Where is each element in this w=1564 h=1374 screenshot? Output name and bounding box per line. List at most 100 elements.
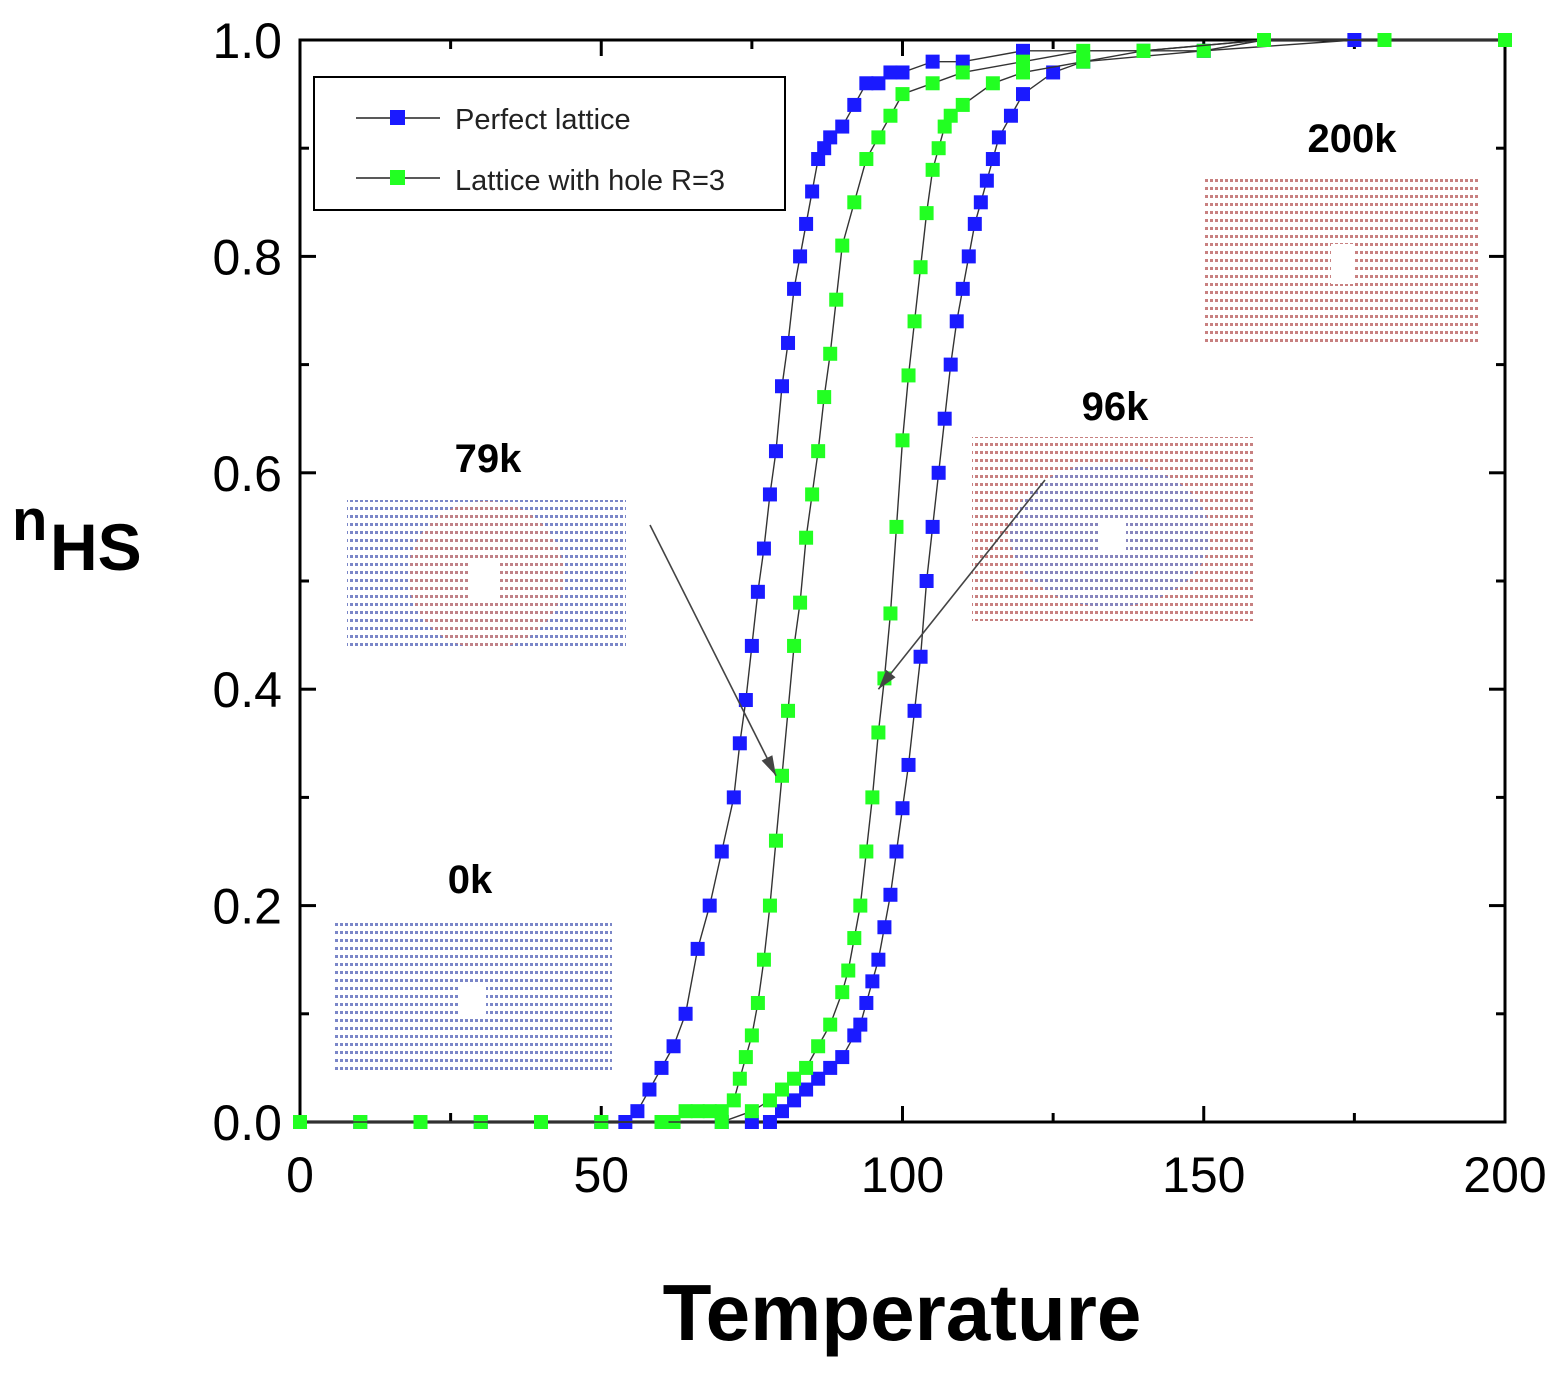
data-point bbox=[919, 206, 934, 221]
inset-0k bbox=[335, 922, 612, 1074]
arrow-head-79k bbox=[761, 755, 776, 776]
arrow-79k bbox=[649, 524, 777, 777]
data-point bbox=[654, 1115, 669, 1129]
inset-label-79k: 79k bbox=[455, 437, 522, 481]
legend-label-hole: Lattice with hole R=3 bbox=[455, 165, 725, 197]
data-point bbox=[847, 195, 862, 210]
data-point bbox=[762, 898, 777, 913]
data-point bbox=[775, 768, 789, 783]
data-point bbox=[985, 76, 1000, 91]
data-point bbox=[883, 606, 898, 621]
data-point bbox=[799, 216, 814, 231]
data-point bbox=[744, 1028, 759, 1043]
data-point bbox=[925, 54, 940, 69]
data-point bbox=[762, 1093, 777, 1108]
data-point bbox=[889, 519, 904, 534]
data-point bbox=[678, 1104, 693, 1119]
data-point bbox=[811, 152, 826, 167]
data-point bbox=[841, 963, 856, 978]
data-point bbox=[859, 844, 874, 859]
data-point bbox=[979, 173, 994, 188]
data-point bbox=[901, 368, 916, 383]
data-point bbox=[895, 65, 910, 80]
data-point bbox=[985, 152, 1000, 167]
data-point bbox=[762, 1115, 777, 1129]
data-point bbox=[744, 1104, 759, 1119]
data-point bbox=[762, 487, 777, 502]
data-point bbox=[913, 260, 928, 275]
data-point bbox=[630, 1104, 645, 1119]
data-point bbox=[823, 346, 838, 361]
data-point bbox=[937, 119, 952, 134]
data-point bbox=[768, 444, 783, 459]
data-point bbox=[943, 108, 958, 123]
data-point bbox=[847, 97, 862, 112]
data-point bbox=[714, 844, 729, 859]
data-point bbox=[738, 693, 753, 708]
data-point bbox=[835, 119, 850, 134]
data-point bbox=[883, 108, 898, 123]
data-point bbox=[799, 530, 814, 545]
legend-label-perfect: Perfect lattice bbox=[455, 104, 631, 136]
data-point bbox=[781, 703, 796, 718]
inset-200k bbox=[1203, 177, 1479, 345]
data-point bbox=[1003, 108, 1018, 123]
data-point bbox=[799, 1060, 814, 1075]
data-point bbox=[732, 1071, 747, 1086]
data-point bbox=[750, 584, 765, 599]
y-tick-label: 0.4 bbox=[212, 662, 282, 718]
data-point bbox=[787, 1071, 802, 1086]
data-point bbox=[775, 1082, 789, 1097]
data-point bbox=[925, 519, 940, 534]
data-point bbox=[955, 97, 970, 112]
data-point bbox=[787, 638, 802, 653]
data-point bbox=[534, 1115, 548, 1129]
data-point bbox=[895, 433, 910, 448]
legend-box bbox=[313, 76, 786, 211]
data-point bbox=[726, 790, 741, 805]
data-point bbox=[925, 162, 940, 177]
y-tick-label: 0.6 bbox=[212, 446, 282, 502]
data-point bbox=[859, 995, 874, 1010]
data-point bbox=[913, 649, 928, 664]
legend-entry-hole: Lattice with hole R=3 bbox=[356, 165, 725, 197]
data-point bbox=[714, 1115, 729, 1129]
data-point bbox=[726, 1093, 741, 1108]
data-point bbox=[847, 931, 862, 946]
inset-label-0k: 0k bbox=[448, 858, 493, 902]
data-point bbox=[1257, 33, 1271, 47]
y-tick-label: 1.0 bbox=[212, 13, 282, 69]
data-point bbox=[817, 390, 832, 405]
data-point bbox=[859, 152, 874, 167]
data-point bbox=[690, 1104, 705, 1119]
data-point bbox=[871, 130, 886, 145]
legend-marker-hole bbox=[390, 170, 405, 185]
data-point bbox=[973, 195, 988, 210]
data-point bbox=[895, 801, 910, 816]
data-point bbox=[1377, 33, 1392, 47]
data-point bbox=[744, 1115, 759, 1129]
data-point bbox=[642, 1082, 657, 1097]
data-point bbox=[413, 1115, 428, 1129]
data-point bbox=[835, 238, 850, 253]
data-point bbox=[799, 1082, 814, 1097]
x-tick-label: 150 bbox=[1162, 1147, 1245, 1203]
legend-marker-perfect bbox=[390, 110, 405, 125]
data-point bbox=[811, 1071, 826, 1086]
data-point bbox=[793, 249, 808, 264]
x-tick-label: 0 bbox=[286, 1147, 314, 1203]
y-axis-title: n HS bbox=[12, 488, 142, 584]
data-point bbox=[961, 249, 976, 264]
data-point bbox=[702, 898, 717, 913]
data-point bbox=[756, 952, 771, 967]
data-point bbox=[859, 76, 874, 91]
data-point bbox=[991, 130, 1006, 145]
y-tick-label: 0.0 bbox=[212, 1095, 282, 1151]
data-point bbox=[877, 920, 892, 935]
axis-ticks: 0 50 100 150 200 0.0 0.2 0.4 0.6 0.8 1.0 bbox=[212, 13, 1546, 1203]
data-point bbox=[787, 1093, 802, 1108]
data-point bbox=[853, 898, 868, 913]
inset-0k-hole bbox=[458, 984, 486, 1018]
inset-96k bbox=[972, 437, 1254, 621]
